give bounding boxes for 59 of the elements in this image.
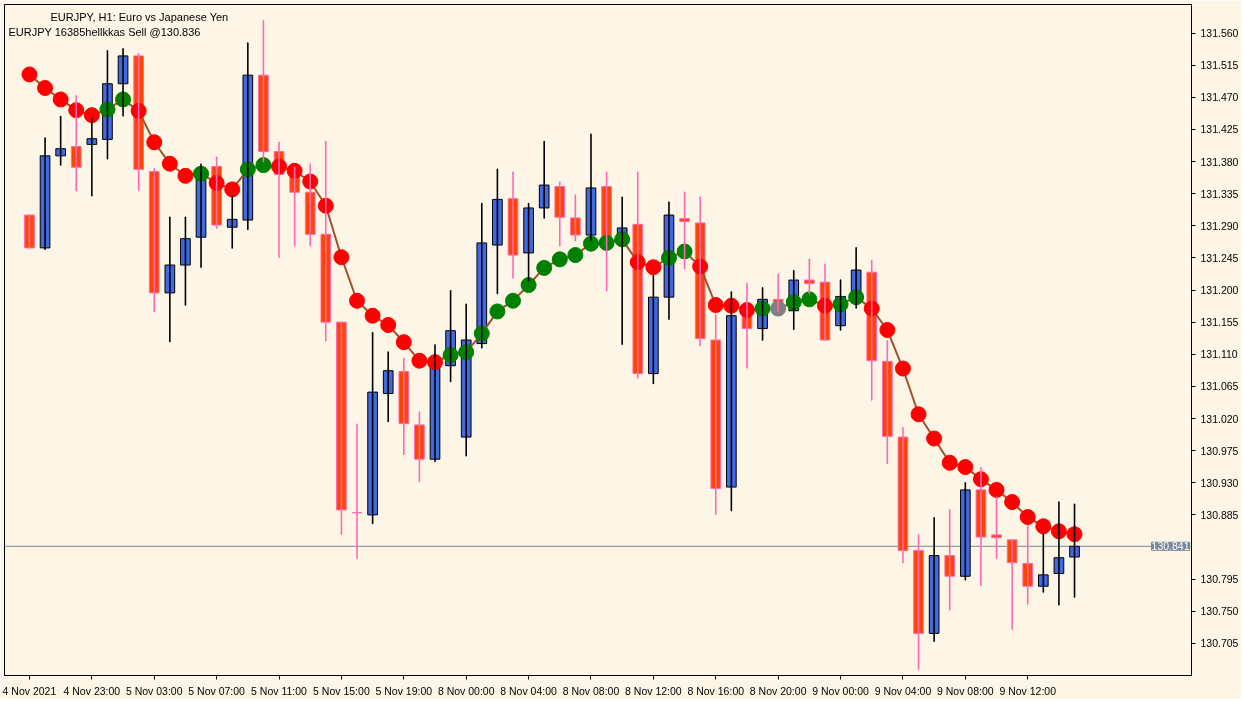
y-tick-label: 130.705 bbox=[1200, 637, 1239, 650]
y-tick-label: 131.515 bbox=[1200, 59, 1239, 72]
candlestick bbox=[570, 194, 581, 242]
y-tick-label: 131.560 bbox=[1200, 27, 1239, 40]
ref-line-label: 130.841 bbox=[1151, 540, 1190, 553]
y-tick-label: 130.750 bbox=[1200, 605, 1239, 618]
x-tick-label: 4 Nov 23:00 bbox=[63, 684, 121, 697]
candlestick bbox=[492, 168, 503, 295]
x-tick-label: 5 Nov 03:00 bbox=[125, 684, 183, 697]
candlestick bbox=[726, 291, 737, 512]
candlestick bbox=[1069, 503, 1080, 598]
x-tick-label: 8 Nov 04:00 bbox=[500, 684, 558, 697]
text: EURJPY, H1: Euro vs Japanese Yen bbox=[50, 10, 229, 23]
candlestick bbox=[367, 332, 378, 525]
x-tick-label: 9 Nov 08:00 bbox=[937, 684, 994, 697]
candlestick bbox=[336, 321, 347, 535]
x-tick-label: 5 Nov 07:00 bbox=[188, 684, 246, 697]
y-tick-label: 130.930 bbox=[1200, 476, 1239, 489]
candlestick bbox=[24, 214, 35, 249]
x-tick-label: 8 Nov 00:00 bbox=[437, 684, 495, 697]
y-tick-label: 131.335 bbox=[1200, 187, 1239, 200]
x-tick-label: 8 Nov 12:00 bbox=[625, 684, 682, 697]
y-tick-label: 130.885 bbox=[1200, 508, 1239, 521]
y-tick-label: 131.380 bbox=[1200, 155, 1239, 168]
candlestick bbox=[679, 191, 690, 270]
text: EURJPY 16385hellkkas Sell @130.836 bbox=[8, 25, 201, 38]
y-tick-label: 131.470 bbox=[1200, 91, 1239, 104]
x-tick-label: 5 Nov 11:00 bbox=[251, 684, 308, 697]
candlestick bbox=[991, 496, 1002, 560]
x-tick-label: 5 Nov 15:00 bbox=[313, 684, 370, 697]
x-tick-label: 9 Nov 00:00 bbox=[812, 684, 870, 697]
candlestick bbox=[258, 20, 269, 163]
y-tick-label: 131.245 bbox=[1200, 251, 1239, 264]
candlestick bbox=[913, 534, 924, 670]
x-tick-label: 4 Nov 2021 bbox=[2, 684, 57, 697]
y-tick-label: 131.110 bbox=[1200, 348, 1238, 361]
y-tick-label: 131.020 bbox=[1200, 412, 1239, 425]
candlestick bbox=[804, 258, 815, 295]
candlestick bbox=[648, 274, 659, 385]
y-tick-label: 131.290 bbox=[1200, 219, 1239, 232]
y-tick-label: 130.795 bbox=[1200, 573, 1239, 586]
x-tick-label: 8 Nov 08:00 bbox=[562, 684, 620, 697]
candlestick bbox=[523, 202, 534, 282]
candlestick bbox=[180, 216, 191, 306]
x-tick-label: 8 Nov 20:00 bbox=[749, 684, 807, 697]
candlestick bbox=[414, 411, 425, 483]
x-tick-label: 9 Nov 12:00 bbox=[999, 684, 1057, 697]
x-tick-label: 9 Nov 04:00 bbox=[874, 684, 932, 697]
y-tick-label: 131.200 bbox=[1200, 284, 1239, 297]
candlestick bbox=[351, 423, 363, 560]
candlestick bbox=[55, 115, 66, 166]
candlestick bbox=[882, 339, 893, 465]
x-tick-label: 5 Nov 19:00 bbox=[375, 684, 433, 697]
y-tick-label: 131.155 bbox=[1200, 316, 1239, 329]
y-tick-label: 130.975 bbox=[1200, 444, 1239, 457]
y-tick-label: 131.425 bbox=[1200, 123, 1239, 136]
x-tick-label: 8 Nov 16:00 bbox=[687, 684, 745, 697]
y-tick-label: 131.065 bbox=[1200, 380, 1239, 393]
candlestick bbox=[960, 481, 971, 581]
